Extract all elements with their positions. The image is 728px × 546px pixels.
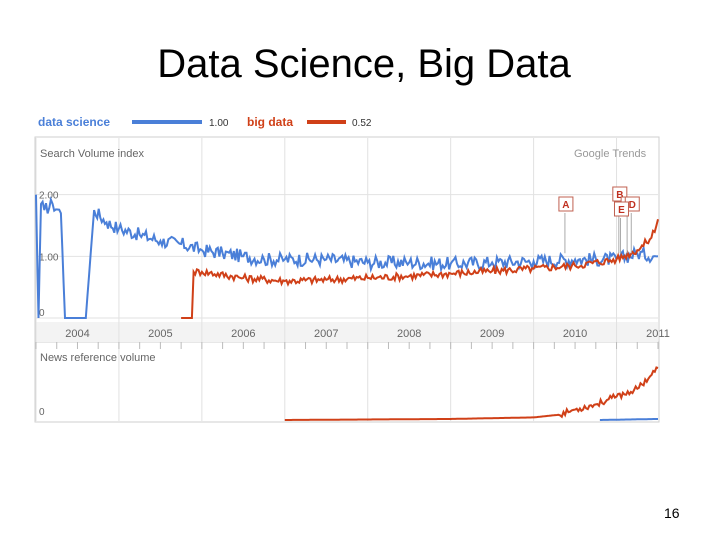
y-tick-label: 0 — [39, 308, 45, 319]
search-panel-label: Search Volume index — [40, 148, 144, 160]
series-line-big-data — [181, 219, 659, 319]
legend-value-data-science: 1.00 — [209, 118, 229, 129]
annotation-layer: ABCDE — [558, 186, 640, 254]
legend: data science 1.00 big data 0.52 — [38, 115, 372, 129]
news-panel-frame — [34, 341, 660, 423]
news-line-data-science — [599, 418, 658, 421]
series-layer — [35, 194, 659, 421]
x-tick-label: 2009 — [480, 328, 504, 340]
x-tick-labels: 2004 2005 2006 2007 2008 2009 2010 2011 — [65, 328, 670, 340]
news-y-tick-label: 0 — [39, 407, 45, 418]
y-tick-label: 1.00 — [39, 252, 59, 263]
annotation-flag[interactable] — [613, 201, 629, 217]
annotation-flag[interactable] — [558, 196, 574, 212]
news-line-big-data — [284, 366, 659, 421]
search-panel-frame — [34, 136, 660, 343]
annotation-letter: B — [616, 190, 623, 201]
annotation-letter: E — [618, 205, 625, 216]
x-tick-label: 2010 — [563, 328, 587, 340]
series-line-data-science — [35, 194, 659, 319]
annotation-letter: D — [629, 200, 636, 211]
x-tick-label: 2007 — [314, 328, 338, 340]
axis-band — [36, 322, 658, 342]
y-tick-labels: 0 1.00 2.00 0 — [39, 191, 59, 418]
source-label: Google Trends — [574, 148, 647, 160]
y-tick-label: 2.00 — [39, 191, 59, 202]
annotation-letter: A — [562, 200, 569, 211]
x-tick-label: 2011 — [646, 328, 670, 340]
legend-value-big-data: 0.52 — [352, 118, 372, 129]
legend-label-data-science: data science — [38, 115, 110, 129]
x-tick-label: 2004 — [65, 328, 89, 340]
slide-title: Data Science, Big Data — [157, 42, 571, 86]
legend-label-big-data: big data — [247, 115, 293, 129]
news-panel-label: News reference volume — [40, 352, 156, 364]
x-tick-label: 2006 — [231, 328, 255, 340]
x-tick-label: 2008 — [397, 328, 421, 340]
x-tick-label: 2005 — [148, 328, 172, 340]
page-number: 16 — [664, 505, 680, 521]
grid-layer — [35, 138, 659, 421]
